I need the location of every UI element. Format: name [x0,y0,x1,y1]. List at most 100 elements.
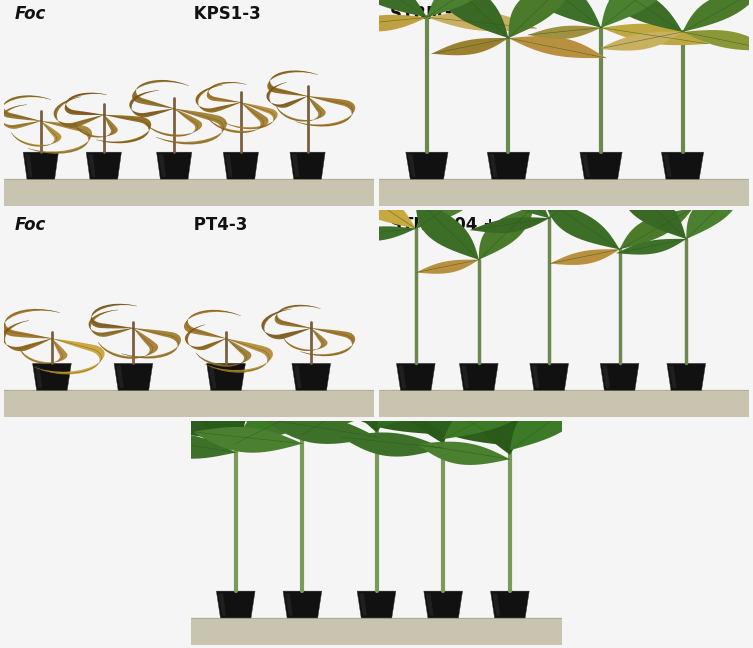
Polygon shape [20,338,68,364]
Polygon shape [303,371,407,435]
Polygon shape [600,364,639,390]
Polygon shape [620,208,693,249]
Polygon shape [425,594,434,616]
Polygon shape [341,432,444,457]
Polygon shape [357,591,396,618]
Bar [4,179,374,206]
Polygon shape [489,154,497,177]
Text: STRM304 +: STRM304 + [390,216,502,234]
Polygon shape [224,152,258,179]
Polygon shape [300,328,355,356]
Polygon shape [508,36,606,58]
Polygon shape [276,96,326,122]
Text: Foc: Foc [15,216,46,234]
Polygon shape [464,150,549,218]
Polygon shape [96,115,151,143]
Bar [191,618,562,645]
Polygon shape [88,154,96,177]
Polygon shape [490,591,529,618]
Polygon shape [157,152,192,179]
Polygon shape [661,152,703,179]
Polygon shape [32,364,72,390]
Polygon shape [462,365,469,388]
Polygon shape [23,152,59,179]
Polygon shape [601,0,681,28]
Polygon shape [224,102,278,129]
Polygon shape [434,0,508,38]
Polygon shape [209,365,216,388]
Polygon shape [25,154,32,177]
Polygon shape [265,354,319,439]
Polygon shape [492,594,500,616]
Polygon shape [682,30,753,51]
Polygon shape [407,154,416,177]
Polygon shape [512,0,601,28]
Polygon shape [487,152,529,179]
Polygon shape [98,328,158,359]
Polygon shape [86,152,121,179]
Bar [379,179,749,206]
Polygon shape [528,26,601,39]
Polygon shape [193,427,303,453]
Polygon shape [132,80,188,109]
Polygon shape [376,353,481,428]
Polygon shape [35,365,42,388]
Polygon shape [416,178,492,229]
Polygon shape [196,85,241,113]
Polygon shape [601,24,709,45]
Polygon shape [599,32,682,51]
Polygon shape [290,152,325,179]
Polygon shape [319,371,444,435]
Polygon shape [344,343,399,432]
Polygon shape [396,364,435,390]
Polygon shape [158,154,166,177]
Polygon shape [206,82,246,102]
Polygon shape [292,154,299,177]
Polygon shape [75,115,117,137]
Polygon shape [682,0,753,32]
Polygon shape [236,389,343,444]
Bar [4,390,374,417]
Polygon shape [602,365,610,388]
Polygon shape [184,359,303,430]
Polygon shape [116,365,123,388]
Polygon shape [1,104,41,129]
Polygon shape [275,305,320,328]
Text: STRM304 +: STRM304 + [390,5,502,23]
Polygon shape [156,109,227,145]
Polygon shape [90,304,136,329]
Polygon shape [53,97,104,128]
Polygon shape [114,364,153,390]
Polygon shape [1,95,50,121]
Text: KPS1-3: KPS1-3 [188,5,261,23]
Polygon shape [292,364,331,390]
Polygon shape [2,320,52,351]
Polygon shape [530,364,569,390]
Polygon shape [336,15,427,32]
Polygon shape [427,0,511,17]
Polygon shape [431,38,508,55]
Polygon shape [196,338,252,367]
Polygon shape [337,0,427,17]
Polygon shape [544,198,620,249]
Polygon shape [130,90,174,117]
Text: Foc: Foc [15,5,46,23]
Polygon shape [267,82,307,108]
Polygon shape [686,181,745,239]
Polygon shape [427,11,536,31]
Polygon shape [669,365,676,388]
Polygon shape [416,260,479,273]
Polygon shape [416,199,479,260]
Polygon shape [122,328,181,358]
Polygon shape [296,96,355,126]
Polygon shape [184,325,226,350]
Bar [379,390,749,417]
Polygon shape [136,434,236,459]
Polygon shape [208,102,269,133]
Polygon shape [471,217,549,233]
Polygon shape [117,378,236,439]
Polygon shape [225,154,233,177]
Polygon shape [459,364,498,390]
Text: Control: Control [203,428,271,446]
Polygon shape [549,157,626,218]
